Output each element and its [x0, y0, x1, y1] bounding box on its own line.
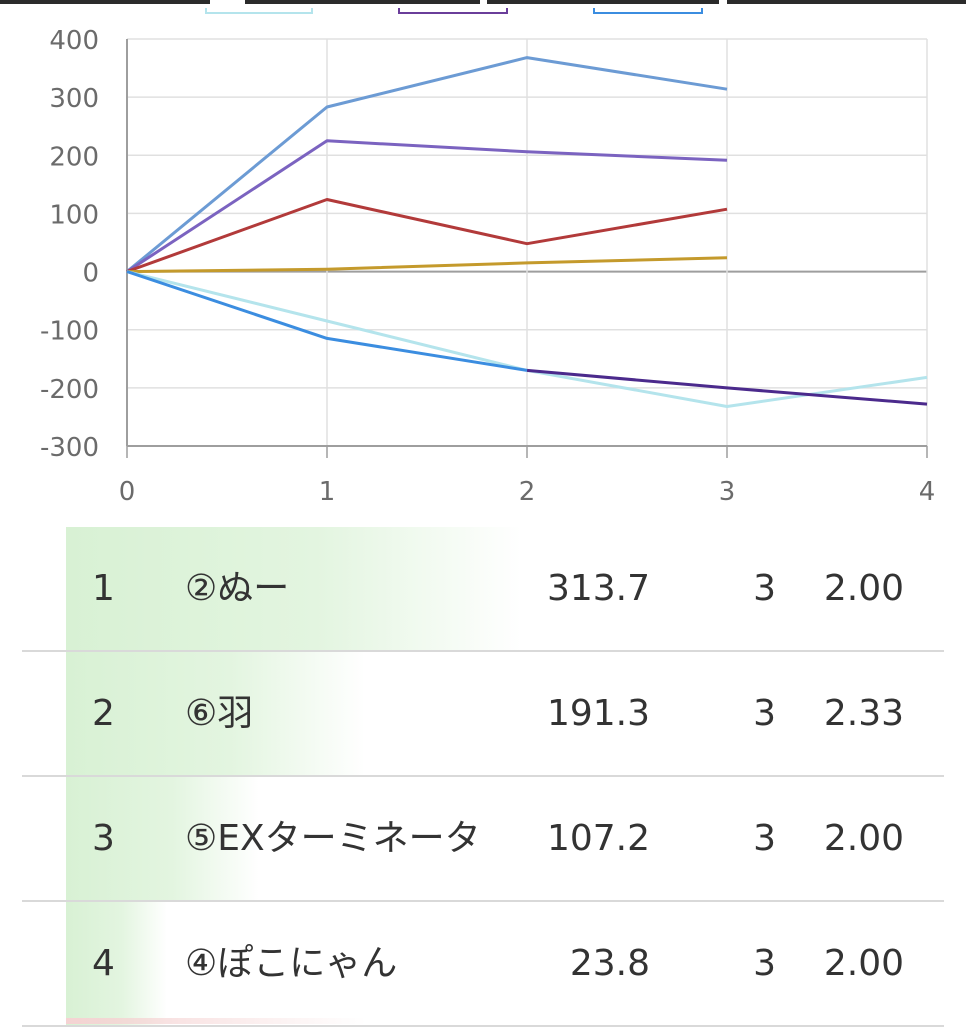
score-cell: 107.2	[546, 818, 650, 859]
x-tick-label: 2	[519, 477, 536, 507]
name-cell: ⑥羽	[185, 693, 254, 734]
legend-top-border	[245, 0, 480, 4]
series-line-2	[126, 139, 728, 273]
table-row[interactable]: 1 ②ぬー 313.7 3 2.00	[22, 527, 944, 652]
score-cell: 191.3	[546, 693, 650, 734]
x-tick-label: 0	[119, 477, 136, 507]
x-tick-label: 1	[319, 477, 336, 507]
x-tick-label: 3	[719, 477, 736, 507]
name-cell: ⑤EXターミネータ	[185, 818, 481, 859]
y-tick-label: 100	[49, 200, 99, 230]
legend-top-border	[487, 0, 719, 4]
rank-cell: 1	[92, 568, 115, 609]
games-cell: 3	[753, 943, 776, 984]
y-tick-label: -300	[40, 433, 99, 463]
rank-cell: 2	[92, 693, 115, 734]
games-cell: 3	[753, 818, 776, 859]
name-cell: ④ぽこにゃん	[185, 943, 398, 984]
rank-cell: 4	[92, 943, 115, 984]
x-tick-label: 4	[919, 477, 936, 507]
next-row-bar	[66, 1018, 366, 1024]
average-rank-cell: 2.00	[823, 818, 904, 859]
table-row[interactable]: 3 ⑤EXターミネータ 107.2 3 2.00	[22, 777, 944, 902]
series-line-3	[126, 198, 728, 274]
table-row[interactable]: 2 ⑥羽 191.3 3 2.33	[22, 652, 944, 777]
legend-swatch-2[interactable]	[398, 8, 508, 14]
score-bar	[66, 777, 259, 900]
ranking-table: 1 ②ぬー 313.7 3 2.00 2 ⑥羽 191.3 3 2.33 3 ⑤EXターミネータ 107…	[0, 527, 966, 1027]
legend-swatch-3[interactable]	[593, 8, 703, 14]
series-line-4	[126, 256, 728, 274]
games-cell: 3	[753, 568, 776, 609]
series-line-1	[126, 56, 728, 273]
y-tick-label: 200	[49, 142, 99, 172]
score-bar	[66, 527, 521, 650]
series-line-7	[126, 270, 528, 372]
legend-top-border	[727, 0, 966, 4]
y-tick-label: 0	[82, 259, 99, 289]
chart-plot: 400 300 200 100 0 -100 -200 -300 0 1 2 3 4	[40, 26, 936, 507]
y-tick-label: 400	[49, 26, 99, 56]
score-cell: 23.8	[569, 943, 650, 984]
average-rank-cell: 2.33	[823, 693, 904, 734]
table-row[interactable]: 4 ④ぽこにゃん 23.8 3 2.00	[22, 902, 944, 1027]
average-rank-cell: 2.00	[823, 568, 904, 609]
y-tick-label: -100	[40, 317, 99, 347]
average-rank-cell: 2.00	[823, 943, 904, 984]
line-chart: 400 300 200 100 0 -100 -200 -300 0 1 2 3 4	[0, 0, 966, 507]
legend-top-border	[0, 0, 210, 4]
legend-swatch-1[interactable]	[205, 8, 313, 14]
y-tick-label: 300	[49, 84, 99, 114]
score-bar	[66, 652, 365, 775]
score-cell: 313.7	[546, 568, 650, 609]
name-cell: ②ぬー	[185, 568, 290, 609]
series-line-6	[526, 368, 928, 406]
score-bar	[66, 902, 167, 1025]
games-cell: 3	[753, 693, 776, 734]
rank-cell: 3	[92, 818, 115, 859]
y-tick-label: -200	[40, 375, 99, 405]
